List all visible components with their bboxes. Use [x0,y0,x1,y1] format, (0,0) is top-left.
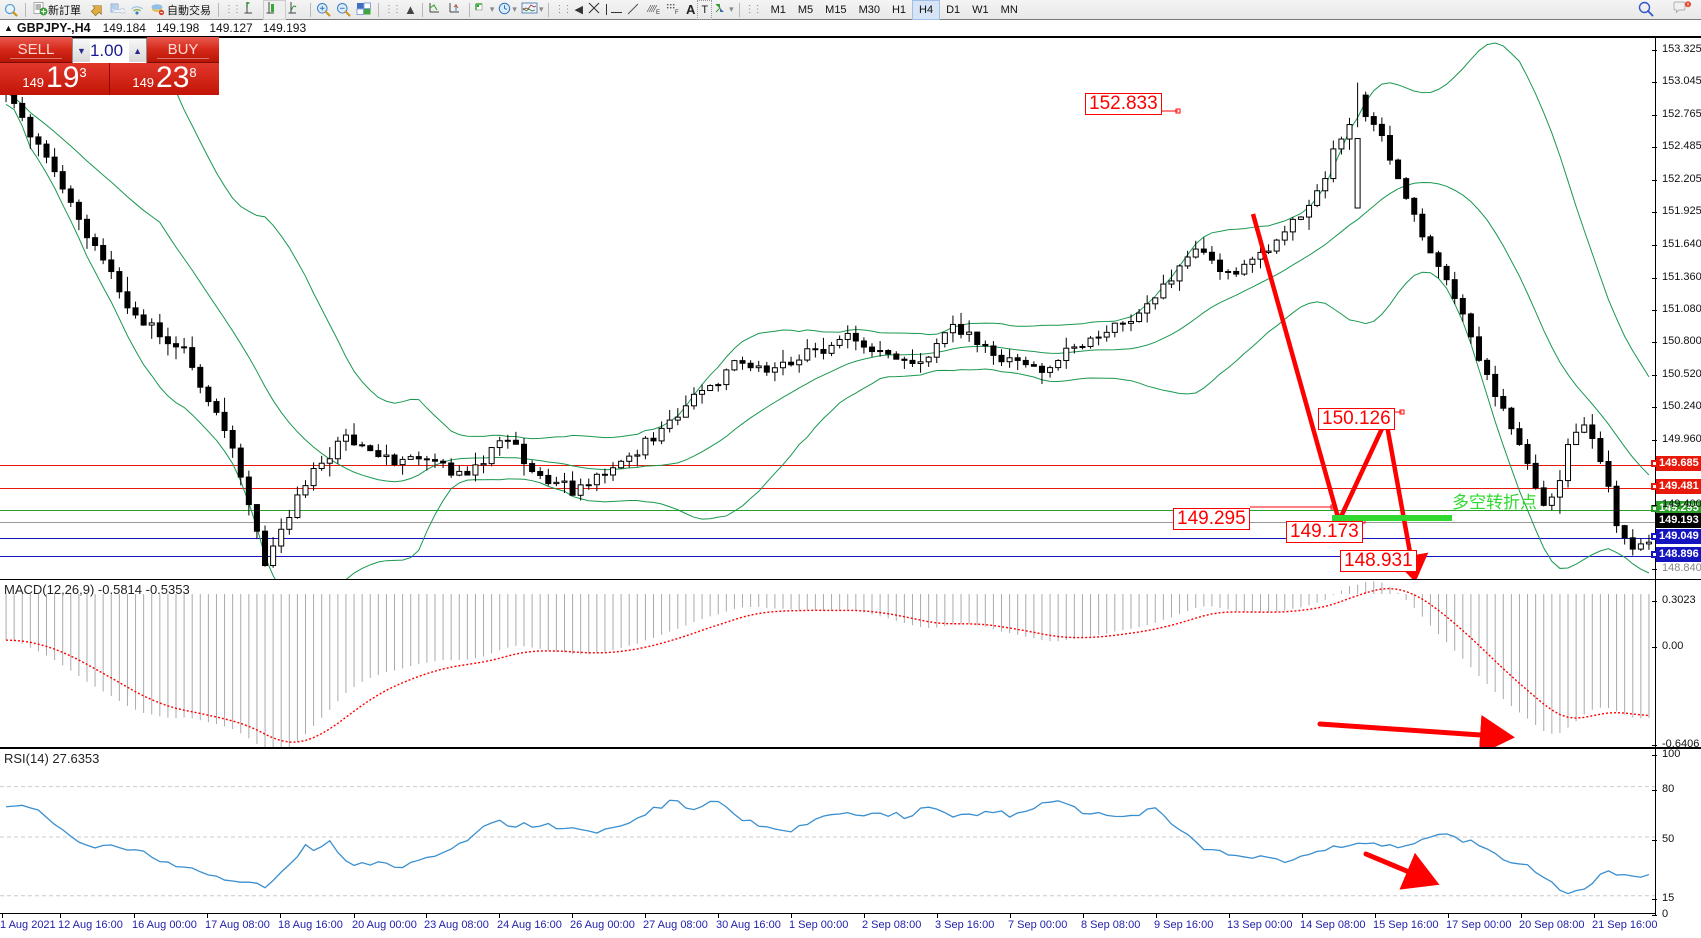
svg-text:E: E [656,10,660,16]
svg-text:F: F [675,10,679,16]
